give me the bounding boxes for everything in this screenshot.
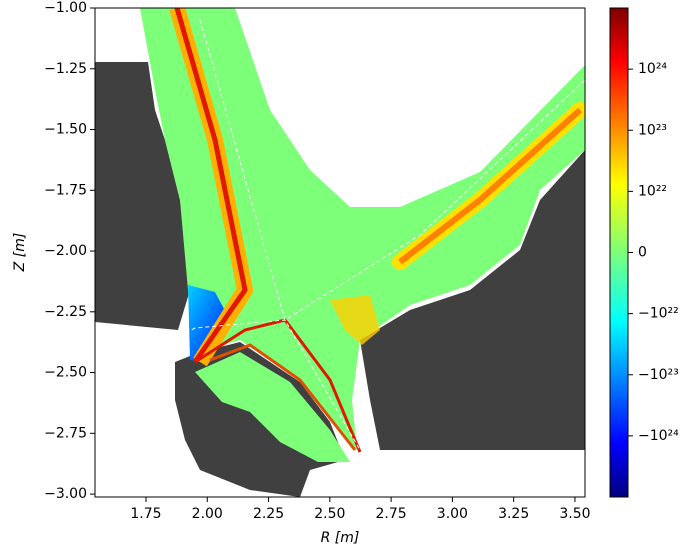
x-tick-label: 2.75 [376,506,407,522]
plot-frame [94,7,586,498]
y-tick-label: −2.25 [44,304,87,320]
negative-patch [188,285,230,362]
y-tick-label: −2.50 [44,365,87,381]
colorbar-tick-label: −10²³ [638,367,679,383]
separatrix [154,319,361,451]
x-tick-label: 2.25 [253,506,284,522]
heatmap [95,8,585,497]
y-tick-label: −1.25 [44,61,87,77]
y-tick-label: −1.75 [44,182,87,198]
x-tick-label: 3.00 [437,506,468,522]
separatrix [354,399,381,453]
ridge [398,107,583,265]
separatrix [199,19,585,321]
y-tick-label: −2.75 [44,425,87,441]
y-tick-label: −1.50 [44,122,87,138]
plasma-region [195,352,350,462]
ridge [209,343,357,451]
colorbar-tick-label: 10²³ [638,122,667,138]
colorbar-tick-label: −10²⁴ [638,428,679,444]
wall [95,62,190,330]
colorbar-tick-label: 10²⁴ [638,61,667,77]
y-axis-label: Z [m] [12,233,28,273]
halo [330,295,380,345]
x-tick-label: 3.25 [498,506,529,522]
y-tick-label: −3.00 [44,486,87,502]
colorbar-tick-label: 10²² [638,183,667,199]
colorbar [609,7,629,498]
x-tick-label: 2.00 [192,506,223,522]
x-tick-label: 2.50 [314,506,345,522]
y-tick-label: −2.00 [44,243,87,259]
colorbar-tick-label: −10²² [638,306,679,322]
wall [360,150,585,450]
x-tick-label: 3.50 [559,506,590,522]
y-tick-label: −1.00 [44,0,87,16]
plasma-region [140,8,585,450]
x-axis-label: R [m] [321,530,360,546]
colorbar-tick-label: 0 [638,245,647,261]
x-tick-label: 1.75 [130,506,161,522]
